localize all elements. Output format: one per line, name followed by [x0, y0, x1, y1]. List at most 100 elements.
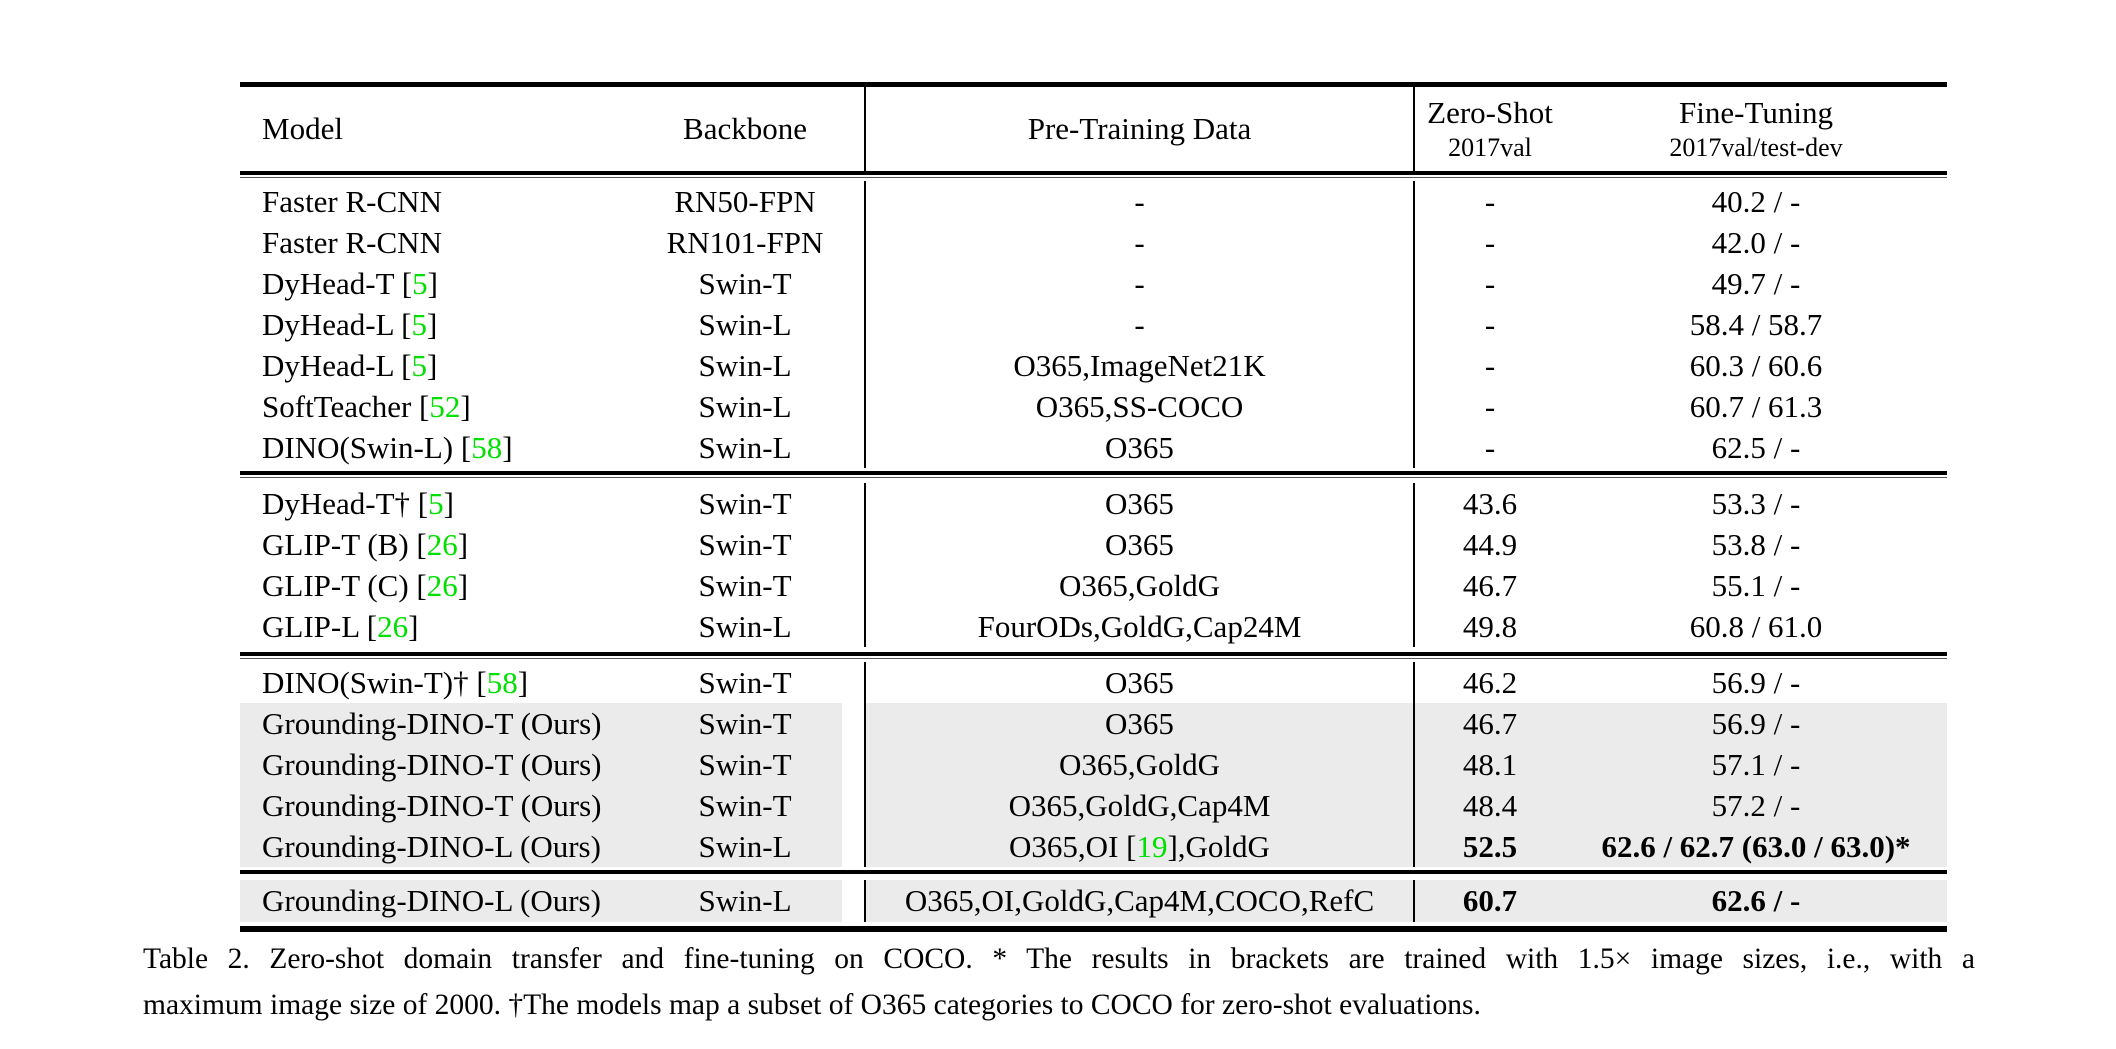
table-header-row: Model Backbone Pre-Training Data Zero-Sh… [240, 87, 1947, 171]
table-section-final-row: Grounding-DINO-L (Ours) Swin-L O365,OI,G… [240, 880, 1947, 922]
caption-line-1: Table 2. Zero-shot domain transfer and f… [143, 943, 1975, 975]
cell-zero-shot-ap: 52.5 [1415, 826, 1565, 867]
cell-backbone: Swin-L [626, 304, 866, 345]
cell-zero-shot-ap: 46.7 [1415, 703, 1565, 744]
citation-link[interactable]: 26 [426, 526, 458, 562]
cell-fine-tuning-ap: 60.3 / 60.6 [1689, 347, 1823, 383]
cell-text: ] [443, 485, 454, 521]
cell-zero-shot-ap: 43.6 [1462, 485, 1518, 521]
citation-link[interactable]: 26 [377, 608, 409, 644]
column-header-backbone: Backbone [626, 87, 866, 171]
cell-model: DyHead-T† [5] [240, 483, 626, 524]
cell-zero-shot-ap: - [1484, 224, 1496, 260]
header-label: Backbone [683, 111, 807, 146]
cell-model: GLIP-T (B) [26] [240, 524, 626, 565]
cell-zero-shot-ap: 49.8 [1462, 608, 1518, 644]
citation-link[interactable]: 5 [411, 347, 427, 383]
citation-link[interactable]: 5 [411, 306, 427, 342]
cell-backbone: Swin-L [626, 606, 866, 647]
cell-backbone: Swin-L [626, 386, 866, 427]
cell-backbone: Swin-T [626, 483, 866, 524]
table-row: GLIP-T (C) [26] Swin-T O365,GoldG 46.7 5… [240, 565, 1947, 606]
cell-zero-shot-ap: 60.7 [1415, 880, 1565, 922]
table-row: DyHead-L [5] Swin-L O365,ImageNet21K - 6… [240, 345, 1947, 386]
table-row: GLIP-T (B) [26] Swin-T O365 44.9 53.8 / … [240, 524, 1947, 565]
cell-fine-tuning-ap: 49.7 / - [1711, 265, 1801, 301]
cell-backbone: Swin-T [626, 263, 866, 304]
cell-fine-tuning-ap: 58.4 / 58.7 [1689, 306, 1823, 342]
cell-pretraining-data: O365 [866, 427, 1415, 468]
cell-fine-tuning-ap: 62.6 / - [1565, 880, 1947, 922]
cell-fine-tuning-ap: 56.9 / - [1711, 664, 1801, 700]
citation-link[interactable]: 58 [471, 429, 503, 465]
caption-line-2: maximum image size of 2000. †The models … [143, 989, 1481, 1021]
cell-text: O365,GoldG [1058, 746, 1221, 782]
cell-text: ] [426, 347, 438, 383]
header-sublabel: 2017val/test-dev [1669, 133, 1843, 162]
table-rule-section-divider [240, 652, 1947, 659]
citation-link[interactable]: 5 [428, 485, 444, 521]
cell-text: O365 [1105, 485, 1174, 521]
cell-text: ] [426, 306, 438, 342]
cell-text: O365 [1105, 526, 1174, 562]
cell-text: ] [517, 664, 529, 700]
cell-model: Grounding-DINO-T (Ours) [240, 703, 626, 744]
cell-zero-shot-ap: - [1484, 265, 1496, 301]
cell-model: Grounding-DINO-T (Ours) [240, 744, 626, 785]
cell-text: ] [460, 388, 471, 424]
table-row: DINO(Swin-T)† [58] Swin-T O365 46.2 56.9… [240, 662, 1947, 703]
cell-backbone: Swin-T [626, 565, 866, 606]
cell-text: Grounding-DINO-L (Ours) [262, 883, 601, 918]
cell-text: DINO(Swin-T)† [ [262, 664, 487, 700]
citation-link[interactable]: 5 [412, 265, 428, 301]
column-header-zero-shot: Zero-Shot 2017val [1415, 87, 1565, 171]
cell-text: O365 [1105, 664, 1174, 700]
cell-pretraining-data: O365,OI [19],GoldG [866, 826, 1415, 867]
cell-backbone: RN101-FPN [626, 222, 866, 263]
cell-text: ] [502, 429, 513, 465]
cell-zero-shot-ap: 44.9 [1462, 526, 1518, 562]
cell-pretraining-data: O365,OI,GoldG,Cap4M,COCO,RefC [866, 880, 1415, 922]
cell-zero-shot-ap: - [1484, 347, 1496, 383]
cell-model: SoftTeacher [52] [240, 386, 626, 427]
cell-backbone: Swin-T [626, 744, 866, 785]
citation-link[interactable]: 26 [426, 567, 458, 603]
cell-text: - [1134, 306, 1145, 342]
cell-backbone: Swin-T [626, 662, 866, 703]
cell-text: ] [457, 526, 469, 562]
table-row: Grounding-DINO-L (Ours) Swin-L O365,OI [… [240, 826, 1947, 867]
citation-link[interactable]: 52 [429, 388, 461, 424]
cell-text: ] [408, 608, 419, 644]
cell-zero-shot-ap: - [1484, 429, 1496, 465]
cell-model: GLIP-L [26] [240, 606, 626, 647]
header-label: Model [262, 111, 343, 146]
cell-model: DyHead-T [5] [240, 263, 626, 304]
column-header-pretraining-data: Pre-Training Data [866, 87, 1415, 171]
cell-model: DINO(Swin-T)† [58] [240, 662, 626, 703]
cell-pretraining-data: O365,GoldG [866, 565, 1415, 606]
cell-backbone: Swin-L [626, 427, 866, 468]
cell-fine-tuning-ap: 62.5 / - [1711, 429, 1801, 465]
cell-pretraining-data: - [866, 222, 1415, 263]
cell-text: O365,ImageNet21K [1013, 347, 1266, 383]
citation-link[interactable]: 58 [486, 664, 518, 700]
citation-link[interactable]: 19 [1136, 828, 1168, 864]
cell-pretraining-data: O365,ImageNet21K [866, 345, 1415, 386]
table-rule-section-divider [240, 471, 1947, 478]
cell-backbone: RN50-FPN [626, 181, 866, 222]
cell-model: DINO(Swin-L) [58] [240, 427, 626, 468]
cell-fine-tuning-ap: 40.2 / - [1711, 183, 1801, 219]
table-section-baselines: Faster R-CNN RN50-FPN - - 40.2 / - Faste… [240, 178, 1947, 471]
table-row: Grounding-DINO-L (Ours) Swin-L O365,OI,G… [240, 880, 1947, 922]
cell-pretraining-data: - [866, 304, 1415, 345]
cell-model: GLIP-T (C) [26] [240, 565, 626, 606]
cell-model: Faster R-CNN [240, 222, 626, 263]
table-row: Grounding-DINO-T (Ours) Swin-T O365,Gold… [240, 744, 1947, 785]
table-row: DyHead-T [5] Swin-T - - 49.7 / - [240, 263, 1947, 304]
cell-pretraining-data: O365 [866, 483, 1415, 524]
cell-zero-shot-ap: - [1484, 183, 1496, 219]
table-rule-header-bottom [240, 171, 1947, 178]
cell-fine-tuning-ap: 56.9 / - [1565, 703, 1947, 744]
cell-pretraining-data: - [866, 263, 1415, 304]
cell-fine-tuning-ap: 42.0 / - [1711, 224, 1801, 260]
